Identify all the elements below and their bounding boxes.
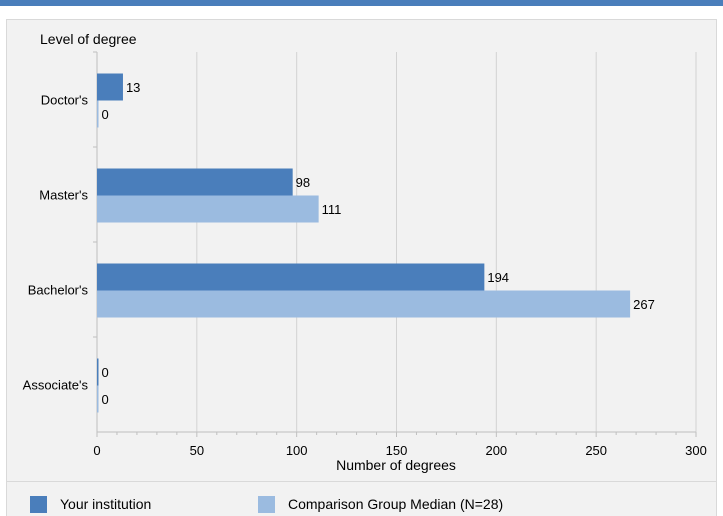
header-accent-bar — [0, 0, 723, 6]
bar — [97, 195, 319, 223]
data-label: 0 — [102, 107, 109, 122]
legend-swatch-your-institution — [30, 496, 47, 513]
legend-label-comparison-median: Comparison Group Median (N=28) — [288, 496, 504, 512]
data-label: 98 — [296, 175, 310, 190]
legend-swatch-comparison-median — [258, 496, 275, 513]
x-tick-label: 100 — [286, 443, 308, 458]
bar — [97, 290, 631, 318]
data-label: 0 — [102, 365, 109, 380]
bar — [97, 358, 99, 386]
bar — [97, 168, 293, 196]
data-label: 13 — [126, 80, 140, 95]
data-label: 267 — [633, 297, 655, 312]
data-label: 111 — [322, 202, 342, 217]
x-tick-label: 50 — [190, 443, 204, 458]
y-axis-title: Level of degree — [40, 31, 137, 47]
legend-label-your-institution: Your institution — [60, 496, 152, 512]
category-label: Master's — [39, 188, 88, 203]
data-label: 0 — [102, 392, 109, 407]
category-label: Bachelor's — [28, 283, 89, 298]
chart-panel — [6, 19, 717, 482]
bar — [97, 100, 99, 128]
bar — [97, 73, 123, 101]
x-tick-label: 150 — [386, 443, 408, 458]
x-tick-label: 200 — [485, 443, 507, 458]
x-axis-title: Number of degrees — [336, 457, 456, 473]
category-label: Associate's — [23, 378, 89, 393]
bar — [97, 263, 485, 291]
x-tick-label: 250 — [585, 443, 607, 458]
bar — [97, 385, 99, 413]
category-label: Doctor's — [41, 93, 89, 108]
legend-area — [6, 482, 717, 516]
x-tick-label: 0 — [93, 443, 100, 458]
x-tick-label: 300 — [685, 443, 707, 458]
data-label: 194 — [487, 270, 509, 285]
